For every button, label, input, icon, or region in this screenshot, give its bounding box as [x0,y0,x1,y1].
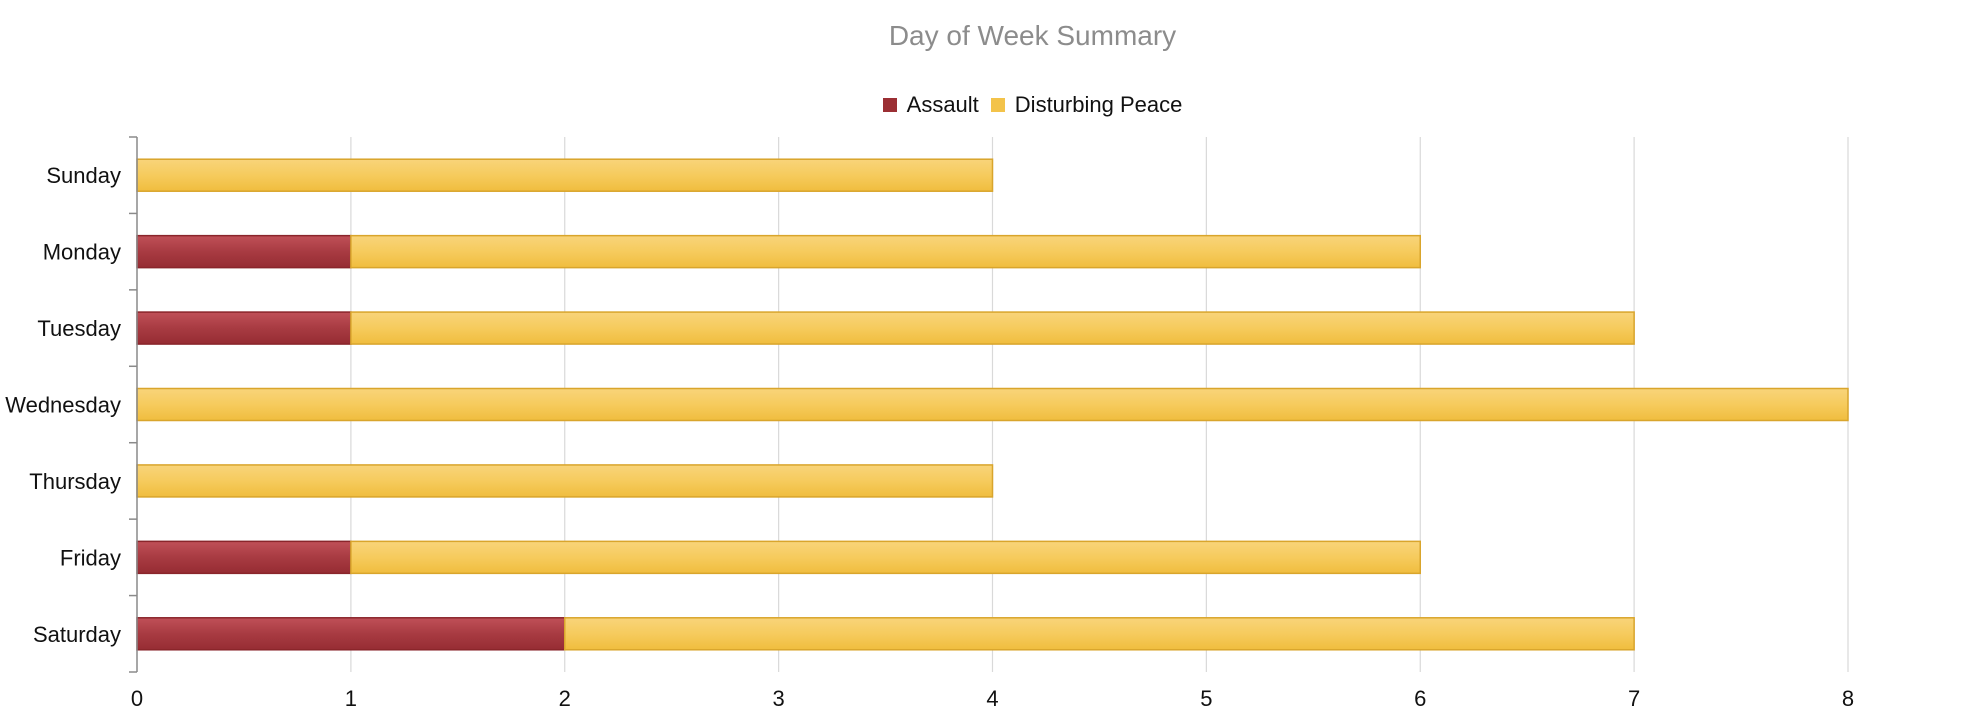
bar-assault-tuesday[interactable] [136,311,352,345]
x-tick-label-1: 1 [345,686,357,711]
bar-disturbing-peace-sunday[interactable] [136,158,994,192]
bar-assault-saturday[interactable] [136,617,566,651]
bar-disturbing-peace-monday[interactable] [350,234,1421,269]
y-tick-label-tuesday: Tuesday [37,316,121,341]
legend-item-assault[interactable]: Assault [882,92,979,118]
x-tick-label-3: 3 [773,686,785,711]
chart-title: Day of Week Summary [888,20,1177,51]
bar-disturbing-peace-tuesday[interactable] [350,311,1635,345]
x-tick-label-7: 7 [1628,686,1640,711]
bar-disturbing-peace-thursday[interactable] [136,464,994,498]
x-tick-label-6: 6 [1414,686,1426,711]
bar-assault-friday[interactable] [136,540,352,575]
y-tick-label-sunday: Sunday [46,163,121,188]
y-tick-label-friday: Friday [60,545,121,570]
bar-disturbing-peace-friday[interactable] [350,540,1421,575]
legend-item-disturbing-peace[interactable]: Disturbing Peace [990,92,1183,118]
x-tick-label-5: 5 [1200,686,1212,711]
y-tick-label-saturday: Saturday [33,622,121,647]
y-tick-label-wednesday: Wednesday [5,393,121,418]
x-tick-label-0: 0 [131,686,143,711]
legend-swatch-disturbing-peace [990,98,1005,112]
x-tick-label-4: 4 [986,686,998,711]
chart-legend: Assault Disturbing Peace [0,92,1968,118]
legend-label-disturbing-peace: Disturbing Peace [1014,92,1183,117]
bar-disturbing-peace-saturday[interactable] [564,617,1635,651]
y-tick-label-monday: Monday [43,240,121,265]
legend-label-assault: Assault [906,92,979,117]
bar-disturbing-peace-wednesday[interactable] [136,387,1849,422]
legend-swatch-assault [882,98,897,112]
bar-assault-monday[interactable] [136,234,352,269]
x-tick-label-2: 2 [559,686,571,711]
y-tick-label-thursday: Thursday [29,469,121,494]
x-tick-label-8: 8 [1842,686,1854,711]
